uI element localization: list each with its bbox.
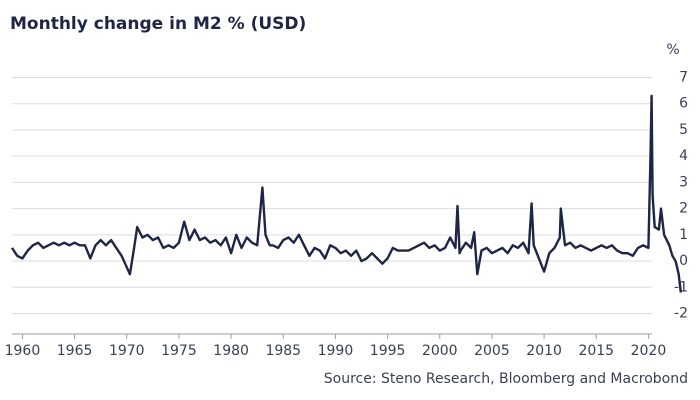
x-tick-label: 1960 (5, 343, 41, 359)
x-tick-label: 1995 (370, 343, 406, 359)
y-tick-label: 7 (679, 69, 688, 85)
y-tick-label: 1 (679, 227, 688, 243)
y-tick-label: 0 (679, 253, 688, 269)
x-tick-label: 1980 (213, 343, 249, 359)
x-tick-label: 2005 (474, 343, 510, 359)
source: Source: Steno Research, Bloomberg and Ma… (324, 371, 688, 387)
x-tick-label: 1970 (109, 343, 145, 359)
x-tick-label: 1975 (161, 343, 197, 359)
y-tick-label: -2 (674, 306, 688, 322)
x-tick-label: 2000 (422, 343, 458, 359)
x-tick-label: 2010 (526, 343, 562, 359)
x-tick-label: 1965 (57, 343, 93, 359)
y-tick-label: 2 (679, 201, 688, 217)
chart-title: Monthly change in M2 % (USD) (10, 14, 306, 34)
y-unit: % (666, 42, 679, 58)
x-tick-label: 1990 (318, 343, 354, 359)
y-tick-label: 3 (679, 174, 688, 190)
x-tick-label: 1985 (265, 343, 301, 359)
data-line (10, 94, 682, 293)
x-tick-label: 2020 (631, 343, 667, 359)
y-tick-label: 5 (679, 122, 688, 138)
y-tick-label: 4 (679, 148, 688, 164)
x-tick-label: 2015 (578, 343, 614, 359)
y-tick-label: 6 (679, 96, 688, 112)
